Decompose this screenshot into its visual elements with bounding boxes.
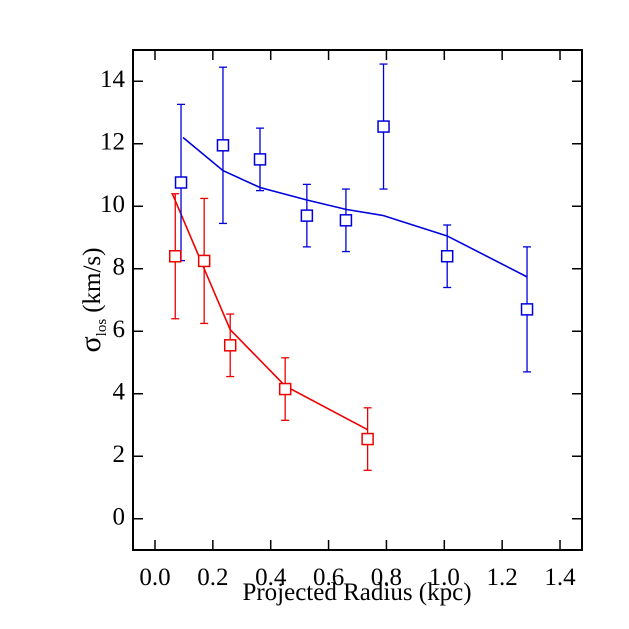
y-tick-label: 8 xyxy=(113,253,126,280)
model-line xyxy=(171,193,369,431)
model-line xyxy=(182,136,528,278)
x-tick-label: 0.4 xyxy=(255,564,287,591)
data-point xyxy=(377,120,390,133)
y-tick-label: 6 xyxy=(113,316,126,343)
data-point xyxy=(440,250,454,263)
x-tick-label: 0.2 xyxy=(197,564,228,591)
x-tick-label: 1.0 xyxy=(429,564,460,591)
data-point xyxy=(168,250,182,263)
data-point xyxy=(197,254,211,268)
data-point xyxy=(361,432,374,446)
x-tick-label: 1.2 xyxy=(487,564,518,591)
x-tick-label: 0.0 xyxy=(139,564,170,591)
y-axis-label: σlos (km/s) xyxy=(74,248,110,353)
data-point xyxy=(278,382,292,396)
data-point xyxy=(339,214,353,227)
data-point xyxy=(300,209,314,222)
y-tick-label: 0 xyxy=(113,503,126,530)
y-label-unit: (km/s) xyxy=(79,248,106,313)
x-tick-label: 0.8 xyxy=(371,564,402,591)
plot-frame xyxy=(132,49,583,551)
data-point xyxy=(223,339,237,352)
y-label-subscript: los xyxy=(94,319,110,337)
y-tick-label: 14 xyxy=(100,66,126,93)
y-tick-label: 10 xyxy=(100,191,125,218)
data-point xyxy=(253,153,267,166)
y-tick-label: 4 xyxy=(113,378,126,405)
x-axis-label: Projected Radius (kpc) xyxy=(242,579,471,606)
data-point xyxy=(174,176,188,189)
y-label-symbol: σ xyxy=(74,336,107,352)
y-tick-label: 12 xyxy=(100,128,125,155)
data-point xyxy=(520,303,534,316)
data-point xyxy=(216,139,230,152)
x-tick-label: 0.6 xyxy=(313,564,344,591)
x-tick-label: 1.4 xyxy=(544,564,576,591)
y-tick-label: 2 xyxy=(113,441,126,468)
